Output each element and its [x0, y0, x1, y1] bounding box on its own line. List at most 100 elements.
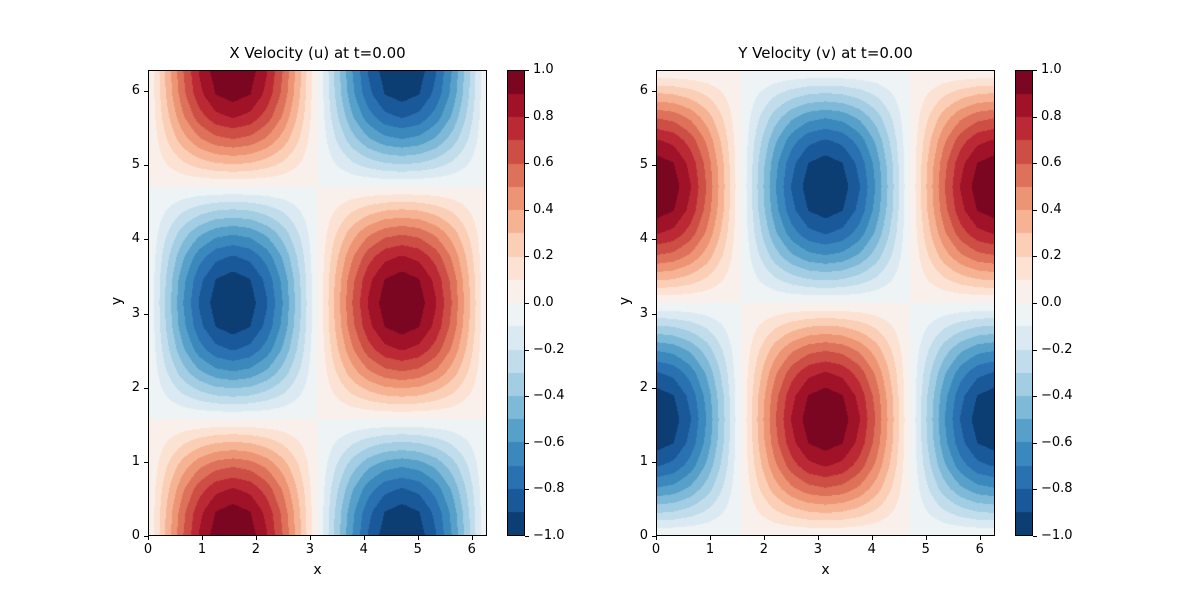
x-tick-mark: [309, 536, 311, 540]
contour-plot-v: [656, 70, 995, 536]
colorbar-tick-label: −0.2: [1041, 341, 1073, 357]
y-tick-mark: [652, 387, 656, 389]
x-tick-label: 3: [305, 542, 314, 557]
x-tick-label: 2: [759, 542, 769, 557]
colorbar-tick-label: 0.0: [533, 295, 554, 310]
y-tick-mark: [652, 461, 656, 463]
colorbar-tick-label: −0.8: [1041, 481, 1073, 497]
x-tick-mark: [363, 536, 365, 540]
x-tick-mark: [979, 536, 981, 540]
colorbar-tick-label: 0.2: [1041, 248, 1062, 264]
contour-plot-u: [148, 70, 487, 536]
colorbar-tick-label: 0.6: [1041, 155, 1062, 171]
colorbar-tick-mark: [525, 209, 529, 211]
x-tick-mark: [817, 536, 819, 540]
x-axis-label: x: [313, 562, 322, 578]
colorbar-tick-mark: [1033, 489, 1037, 491]
plot-title: Y Velocity (v) at t=0.00: [738, 44, 913, 62]
colorbar-tick-label: 0.8: [533, 108, 554, 124]
colorbar-tick-mark: [1033, 442, 1037, 444]
colorbar-tick-mark: [525, 256, 529, 258]
x-tick-label: 1: [197, 542, 207, 557]
colorbar-tick-label: 0.2: [533, 248, 554, 264]
colorbar-tick-mark: [525, 349, 529, 351]
colorbar-tick-mark: [1033, 163, 1037, 165]
y-tick-label: 6: [131, 83, 140, 98]
colorbar-tick-mark: [525, 442, 529, 444]
y-tick-label: 0: [131, 528, 140, 543]
x-tick-mark: [709, 536, 711, 540]
colorbar-tick-label: −0.4: [533, 388, 565, 404]
x-tick-label: 0: [143, 542, 153, 557]
colorbar-tick-mark: [525, 303, 529, 304]
colorbar-tick-label: 0.4: [533, 201, 554, 217]
x-tick-mark: [255, 536, 257, 540]
y-tick-mark: [652, 165, 656, 167]
colorbar-tick-mark: [525, 163, 529, 165]
x-tick-mark: [148, 536, 149, 540]
colorbar-tick-label: 0.8: [1041, 108, 1062, 124]
x-tick-label: 1: [705, 542, 715, 557]
y-tick-label: 2: [639, 379, 648, 395]
x-tick-mark: [763, 536, 765, 540]
x-tick-label: 4: [867, 542, 876, 557]
colorbar-tick-mark: [1033, 256, 1037, 258]
colorbar-tick-mark: [525, 70, 529, 71]
x-tick-mark: [201, 536, 203, 540]
colorbar-tick-mark: [1033, 536, 1037, 537]
colorbar-tick-label: −1.0: [533, 528, 565, 543]
y-tick-label: 5: [639, 157, 648, 173]
x-axis-label: x: [821, 562, 830, 578]
colorbar-u: [507, 70, 525, 536]
y-tick-label: 4: [131, 231, 140, 247]
x-tick-mark: [417, 536, 419, 540]
x-tick-mark: [471, 536, 473, 540]
colorbar-tick-label: −1.0: [1041, 528, 1073, 543]
colorbar-tick-label: 1.0: [533, 62, 554, 77]
x-tick-label: 3: [813, 542, 822, 557]
x-tick-label: 5: [921, 542, 930, 557]
y-tick-mark: [144, 536, 148, 537]
colorbar-tick-label: 1.0: [1041, 62, 1062, 77]
colorbar-tick-mark: [525, 489, 529, 491]
y-tick-mark: [652, 313, 656, 315]
y-tick-label: 3: [131, 305, 140, 321]
colorbar-tick-mark: [525, 116, 529, 118]
y-tick-label: 2: [131, 379, 140, 395]
x-tick-label: 2: [251, 542, 261, 557]
x-tick-mark: [925, 536, 927, 540]
y-tick-label: 1: [131, 453, 140, 469]
y-tick-mark: [144, 91, 148, 92]
colorbar-tick-mark: [1033, 209, 1037, 211]
y-tick-mark: [144, 239, 148, 241]
colorbar-tick-mark: [1033, 396, 1037, 398]
y-tick-mark: [652, 536, 656, 537]
colorbar-tick-label: −0.2: [533, 341, 565, 357]
y-tick-label: 3: [639, 305, 648, 321]
y-tick-label: 6: [639, 83, 648, 98]
y-tick-mark: [652, 239, 656, 241]
y-tick-label: 0: [639, 528, 648, 543]
y-tick-mark: [652, 91, 656, 92]
colorbar-tick-label: −0.8: [533, 481, 565, 497]
y-tick-mark: [144, 387, 148, 389]
colorbar-tick-label: −0.6: [533, 434, 565, 450]
x-tick-label: 4: [359, 542, 368, 557]
x-tick-label: 6: [467, 542, 476, 557]
colorbar-tick-label: −0.4: [1041, 388, 1073, 404]
colorbar-tick-label: 0.6: [533, 155, 554, 171]
colorbar-tick-mark: [525, 536, 529, 537]
colorbar-tick-mark: [1033, 70, 1037, 71]
colorbar-tick-mark: [1033, 349, 1037, 351]
x-tick-mark: [871, 536, 873, 540]
x-tick-label: 6: [975, 542, 984, 557]
y-tick-label: 5: [131, 157, 140, 173]
colorbar-v: [1015, 70, 1033, 536]
y-tick-mark: [144, 165, 148, 167]
colorbar-tick-label: −0.6: [1041, 434, 1073, 450]
colorbar-tick-label: 0.0: [1041, 295, 1062, 310]
y-tick-mark: [144, 313, 148, 315]
colorbar-tick-mark: [1033, 303, 1037, 304]
